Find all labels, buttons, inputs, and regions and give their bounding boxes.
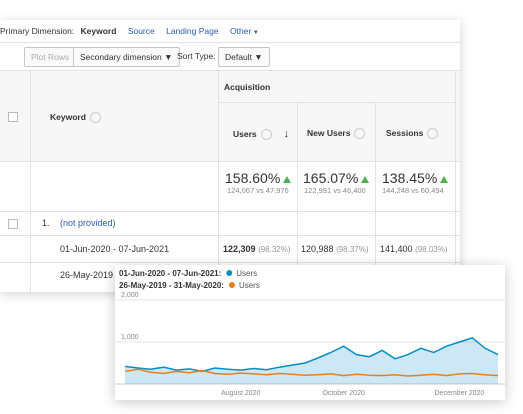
legend-swatch bbox=[226, 270, 233, 276]
total-change-text: 158.60% bbox=[225, 170, 281, 186]
column-header-text: New Users bbox=[307, 128, 351, 138]
total-compare: 124,067 vs 47,976 bbox=[227, 186, 289, 195]
column-header-text: Users bbox=[233, 129, 257, 139]
row-range: 01-Jun-2020 - 07-Jun-2021 bbox=[60, 244, 170, 254]
secondary-label: Secondary dimension bbox=[80, 52, 162, 62]
legend-period: 01-Jun-2020 - 07-Jun-2021: bbox=[119, 269, 221, 278]
cell-share: (98.32%) bbox=[258, 245, 291, 254]
cell: 141,400 (98.03%) bbox=[380, 244, 448, 254]
sort-button[interactable]: Default ▼ bbox=[218, 47, 270, 67]
dimension-bar: Primary Dimension: Keyword Source Landin… bbox=[0, 26, 259, 36]
cell-share: (98.03%) bbox=[415, 245, 448, 254]
total-change: 138.45% bbox=[382, 170, 449, 186]
total-change: 158.60% bbox=[225, 170, 292, 186]
column-header-text: Sessions bbox=[386, 128, 424, 138]
dimension-label: Primary Dimension: bbox=[0, 26, 75, 36]
cell-value: 141,400 bbox=[380, 244, 413, 254]
x-tick-label: December 2020 bbox=[435, 390, 485, 397]
row-index: 1. bbox=[42, 218, 50, 228]
sort-label: Sort Type: bbox=[177, 51, 216, 61]
total-change-text: 165.07% bbox=[303, 170, 359, 186]
report-table: Primary Dimension: Keyword Source Landin… bbox=[0, 20, 460, 292]
column-header[interactable]: Users ↓ bbox=[233, 128, 290, 141]
secondary-dimension-button[interactable]: Secondary dimension ▼ bbox=[73, 47, 180, 67]
dimension-option[interactable]: Source bbox=[127, 26, 155, 36]
y-tick-label: 2,000 bbox=[121, 292, 139, 299]
dimension-option[interactable]: Landing Page bbox=[166, 26, 219, 36]
column-header[interactable]: Sessions bbox=[386, 128, 439, 140]
cell-value: 122,309 bbox=[223, 244, 256, 254]
sort-value: Default bbox=[225, 52, 252, 62]
dimension-option[interactable]: Other bbox=[229, 26, 252, 36]
legend-swatch bbox=[228, 282, 235, 288]
keyword-header-text: Keyword bbox=[50, 112, 86, 122]
keyword-header: Keyword bbox=[50, 112, 101, 124]
cell: 122,309 (98.32%) bbox=[223, 244, 291, 254]
cell: 120,988 (98.37%) bbox=[301, 244, 369, 254]
chart-popup: 01-Jun-2020 - 07-Jun-2021: Users 26-May-20… bbox=[115, 265, 505, 400]
total-compare: 144,248 vs 60,494 bbox=[382, 186, 444, 195]
group-header: Acquisition bbox=[224, 82, 271, 92]
x-tick-label: August 2020 bbox=[221, 390, 260, 397]
row-label[interactable]: (not provided) bbox=[60, 218, 116, 228]
total-change-text: 138.45% bbox=[382, 170, 438, 186]
total-compare: 122,991 vs 46,400 bbox=[304, 186, 366, 195]
series-line bbox=[124, 368, 499, 377]
dimension-active: Keyword bbox=[80, 26, 117, 36]
x-tick-label: October 2020 bbox=[322, 390, 365, 397]
legend-name: Users bbox=[239, 281, 260, 290]
column-header[interactable]: New Users bbox=[307, 128, 366, 140]
cell-value: 120,988 bbox=[301, 244, 334, 254]
legend-period: 26-May-2019 - 31-May-2020: bbox=[119, 281, 224, 290]
total-change: 165.07% bbox=[303, 170, 370, 186]
chart: 01-Jun-2020 - 07-Jun-2021: Users 26-May-20… bbox=[115, 269, 505, 397]
cell-share: (98.37%) bbox=[336, 245, 369, 254]
series-line bbox=[124, 336, 499, 373]
legend-name: Users bbox=[236, 269, 257, 278]
plot-rows-button[interactable]: Plot Rows bbox=[24, 47, 77, 67]
y-tick-label: 1,000 bbox=[121, 334, 139, 341]
